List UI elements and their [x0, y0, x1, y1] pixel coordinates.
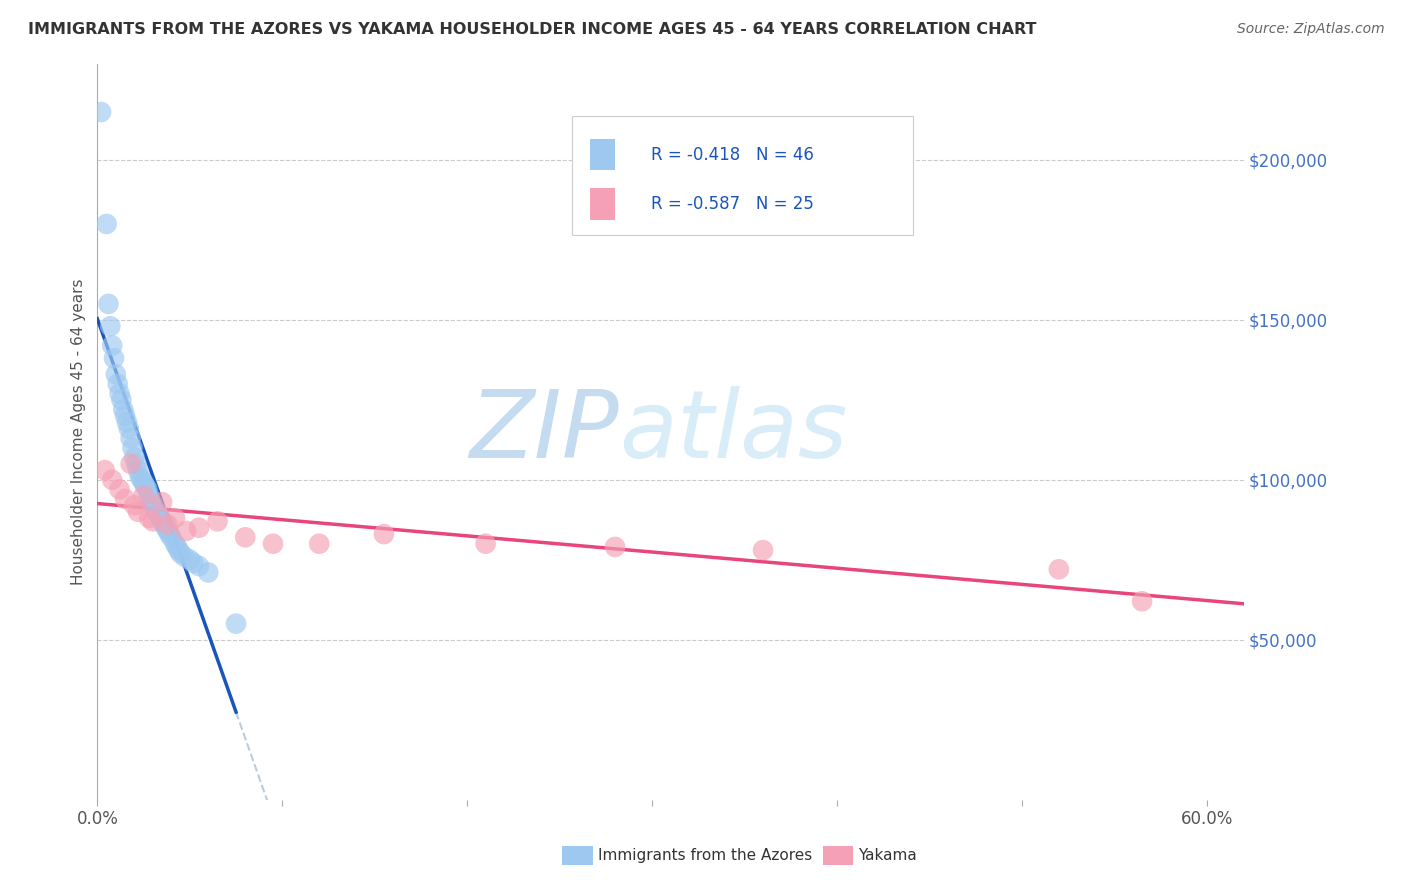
Point [1047, 562, 1070, 576]
Point [103, 351, 125, 366]
Y-axis label: Householder Income Ages 45 - 64 years: Householder Income Ages 45 - 64 years [72, 278, 86, 585]
Point [262, 537, 284, 551]
Point [97, 297, 120, 311]
Point [110, 392, 132, 407]
Text: atlas: atlas [619, 386, 848, 477]
Point [121, 441, 143, 455]
Point [98, 319, 121, 334]
Point [136, 483, 159, 497]
Point [125, 457, 148, 471]
Point [118, 421, 141, 435]
Point [138, 489, 160, 503]
Point [173, 549, 195, 564]
Point [101, 338, 124, 352]
Point [169, 546, 191, 560]
Point [138, 511, 160, 525]
Point [149, 511, 172, 525]
Point [114, 409, 136, 423]
Point [153, 517, 176, 532]
Point [104, 368, 127, 382]
Point [148, 508, 170, 522]
Point [159, 527, 181, 541]
Point [128, 469, 150, 483]
Text: Source: ZipAtlas.com: Source: ZipAtlas.com [1237, 22, 1385, 37]
Point [197, 566, 219, 580]
Point [163, 537, 186, 551]
Point [150, 495, 173, 509]
Point [145, 505, 167, 519]
Point [474, 537, 496, 551]
Point [225, 616, 247, 631]
Point [107, 376, 129, 391]
Point [134, 479, 156, 493]
Point [179, 552, 201, 566]
Point [108, 483, 131, 497]
Point [114, 491, 136, 506]
Point [127, 505, 149, 519]
Point [166, 540, 188, 554]
Point [94, 463, 117, 477]
Point [112, 402, 135, 417]
Text: Yakama: Yakama [858, 848, 917, 863]
Point [603, 540, 626, 554]
Point [160, 530, 183, 544]
Point [101, 473, 124, 487]
Point [163, 511, 186, 525]
Point [124, 499, 146, 513]
Point [142, 514, 165, 528]
Point [127, 463, 149, 477]
Point [1130, 594, 1153, 608]
Point [124, 450, 146, 465]
Point [308, 537, 330, 551]
Point [139, 495, 162, 509]
Point [96, 217, 118, 231]
Text: R = -0.418   N = 46: R = -0.418 N = 46 [651, 145, 814, 163]
Point [174, 524, 197, 538]
Text: Immigrants from the Azores: Immigrants from the Azores [598, 848, 811, 863]
Point [373, 527, 395, 541]
Point [183, 556, 205, 570]
Point [156, 517, 179, 532]
Point [207, 514, 229, 528]
Point [188, 521, 211, 535]
Point [156, 524, 179, 538]
Point [233, 530, 256, 544]
Text: R = -0.587   N = 25: R = -0.587 N = 25 [651, 195, 814, 213]
Point [142, 499, 165, 513]
Point [188, 559, 211, 574]
Point [155, 521, 177, 535]
Text: ZIP: ZIP [470, 386, 619, 477]
Point [131, 473, 153, 487]
Point [120, 431, 142, 445]
Point [132, 475, 155, 490]
Text: IMMIGRANTS FROM THE AZORES VS YAKAMA HOUSEHOLDER INCOME AGES 45 - 64 YEARS CORRE: IMMIGRANTS FROM THE AZORES VS YAKAMA HOU… [28, 22, 1036, 37]
Point [150, 514, 173, 528]
Point [167, 543, 190, 558]
Point [90, 105, 112, 120]
Point [108, 386, 131, 401]
Point [752, 543, 775, 558]
Point [115, 415, 138, 429]
Point [120, 457, 142, 471]
Point [132, 489, 155, 503]
